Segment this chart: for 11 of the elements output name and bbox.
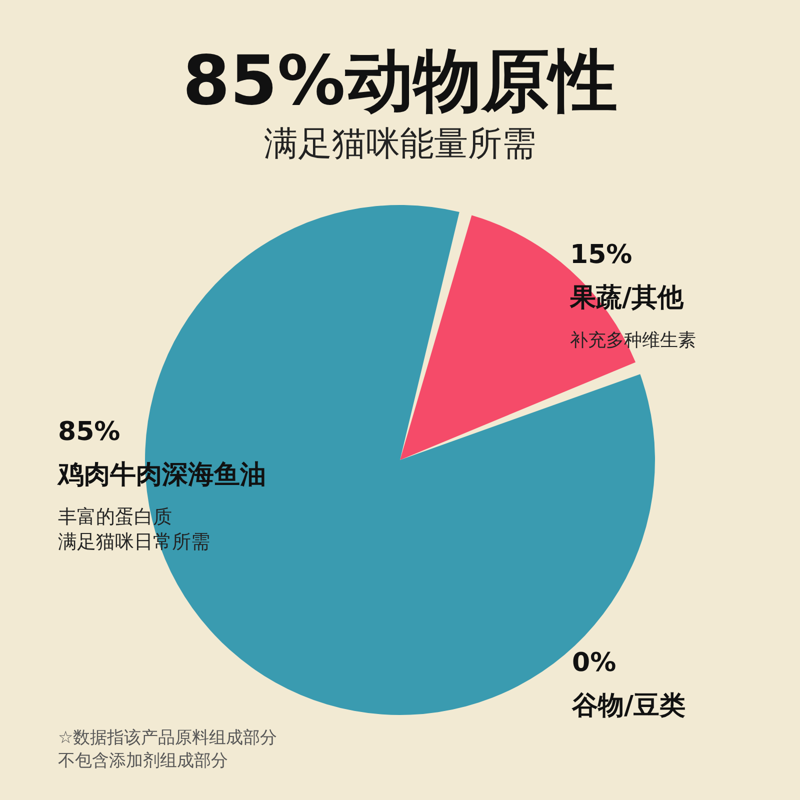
text: 补充多种维生素: [570, 330, 696, 351]
chart-subtitle: 满足猫咪能量所需: [264, 124, 536, 164]
category-label: 谷物/豆类: [572, 691, 686, 721]
slice-label: 果蔬/其他: [569, 283, 684, 313]
data-label: 15%: [570, 240, 632, 270]
text: 丰富的蛋白质: [58, 506, 172, 528]
chart-title: 85%动物原性: [182, 42, 618, 121]
text: ☆数据指该产品原料组成部分: [58, 728, 278, 748]
text: 不包含添加剂组成部分: [58, 751, 228, 771]
data-label: 85%: [58, 417, 120, 447]
text: 0%: [572, 648, 616, 678]
